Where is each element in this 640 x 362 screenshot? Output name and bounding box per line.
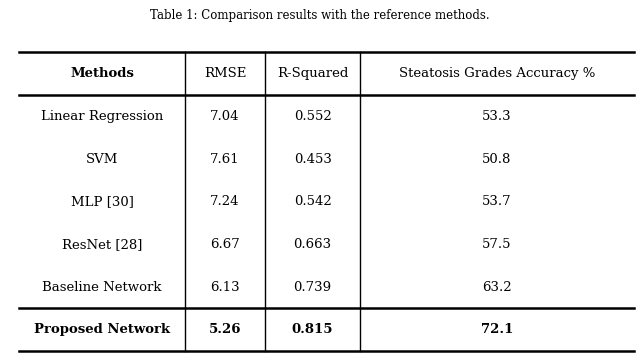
Text: 7.24: 7.24 bbox=[211, 195, 240, 208]
Text: Methods: Methods bbox=[70, 67, 134, 80]
Text: Baseline Network: Baseline Network bbox=[42, 281, 162, 294]
Text: 50.8: 50.8 bbox=[482, 153, 511, 166]
Text: 53.7: 53.7 bbox=[482, 195, 512, 208]
Text: Linear Regression: Linear Regression bbox=[41, 110, 163, 123]
Text: 6.67: 6.67 bbox=[210, 238, 240, 251]
Text: 57.5: 57.5 bbox=[482, 238, 511, 251]
Text: 7.04: 7.04 bbox=[211, 110, 240, 123]
Text: 63.2: 63.2 bbox=[482, 281, 512, 294]
Text: 0.815: 0.815 bbox=[292, 323, 333, 336]
Text: 5.26: 5.26 bbox=[209, 323, 241, 336]
Text: R-Squared: R-Squared bbox=[277, 67, 348, 80]
Text: MLP [30]: MLP [30] bbox=[70, 195, 134, 208]
Text: 0.739: 0.739 bbox=[294, 281, 332, 294]
Text: ResNet [28]: ResNet [28] bbox=[62, 238, 142, 251]
Text: 6.13: 6.13 bbox=[210, 281, 240, 294]
Text: Proposed Network: Proposed Network bbox=[34, 323, 170, 336]
Text: 0.552: 0.552 bbox=[294, 110, 332, 123]
Text: 0.663: 0.663 bbox=[294, 238, 332, 251]
Text: 53.3: 53.3 bbox=[482, 110, 512, 123]
Text: 7.61: 7.61 bbox=[210, 153, 240, 166]
Text: 72.1: 72.1 bbox=[481, 323, 513, 336]
Text: RMSE: RMSE bbox=[204, 67, 246, 80]
Text: 0.453: 0.453 bbox=[294, 153, 332, 166]
Text: SVM: SVM bbox=[86, 153, 118, 166]
Text: Table 1: Comparison results with the reference methods.: Table 1: Comparison results with the ref… bbox=[150, 9, 490, 22]
Text: 0.542: 0.542 bbox=[294, 195, 332, 208]
Text: Steatosis Grades Accuracy %: Steatosis Grades Accuracy % bbox=[399, 67, 595, 80]
